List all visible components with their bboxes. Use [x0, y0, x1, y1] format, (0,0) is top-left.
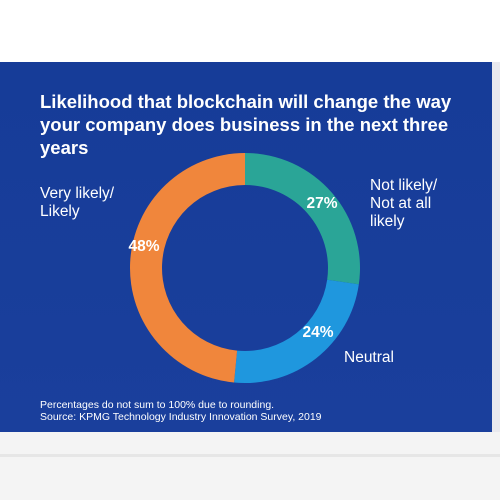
chart-title-line-2: your company does business in the next t… — [40, 114, 449, 135]
footnote-source: Source: KPMG Technology Industry Innovat… — [40, 411, 322, 423]
footnotes: Percentages do not sum to 100% due to ro… — [40, 399, 322, 423]
footnote-rounding: Percentages do not sum to 100% due to ro… — [40, 399, 275, 411]
category-label-very-likely: Very likely/ Likely — [40, 185, 114, 221]
category-label-very-likely-line-2: Likely — [40, 203, 80, 220]
category-label-not-likely: Not likely/ Not at all likely — [370, 177, 437, 231]
bottom-margin — [0, 432, 500, 500]
slice-not-likely — [245, 153, 360, 285]
top-margin — [0, 0, 500, 62]
category-label-neutral-line-1: Neutral — [344, 349, 394, 366]
value-label-not-likely: 27% — [306, 195, 337, 212]
chart-title-line-1: Likelihood that blockchain will change t… — [40, 91, 452, 112]
category-label-not-likely-line-3: likely — [370, 213, 405, 230]
divider — [0, 454, 500, 457]
slice-very-likely — [130, 152, 245, 383]
category-label-neutral: Neutral — [344, 349, 394, 367]
slice-neutral — [234, 279, 359, 383]
value-label-very-likely: 48% — [128, 238, 159, 255]
value-label-neutral: 24% — [302, 324, 333, 341]
panel-edge — [492, 62, 500, 432]
chart-title: Likelihood that blockchain will change t… — [40, 90, 480, 159]
category-label-very-likely-line-1: Very likely/ — [40, 185, 115, 202]
chart-title-line-3: years — [40, 137, 89, 158]
category-label-not-likely-line-1: Not likely/ — [370, 177, 438, 194]
category-label-not-likely-line-2: Not at all — [370, 195, 432, 212]
